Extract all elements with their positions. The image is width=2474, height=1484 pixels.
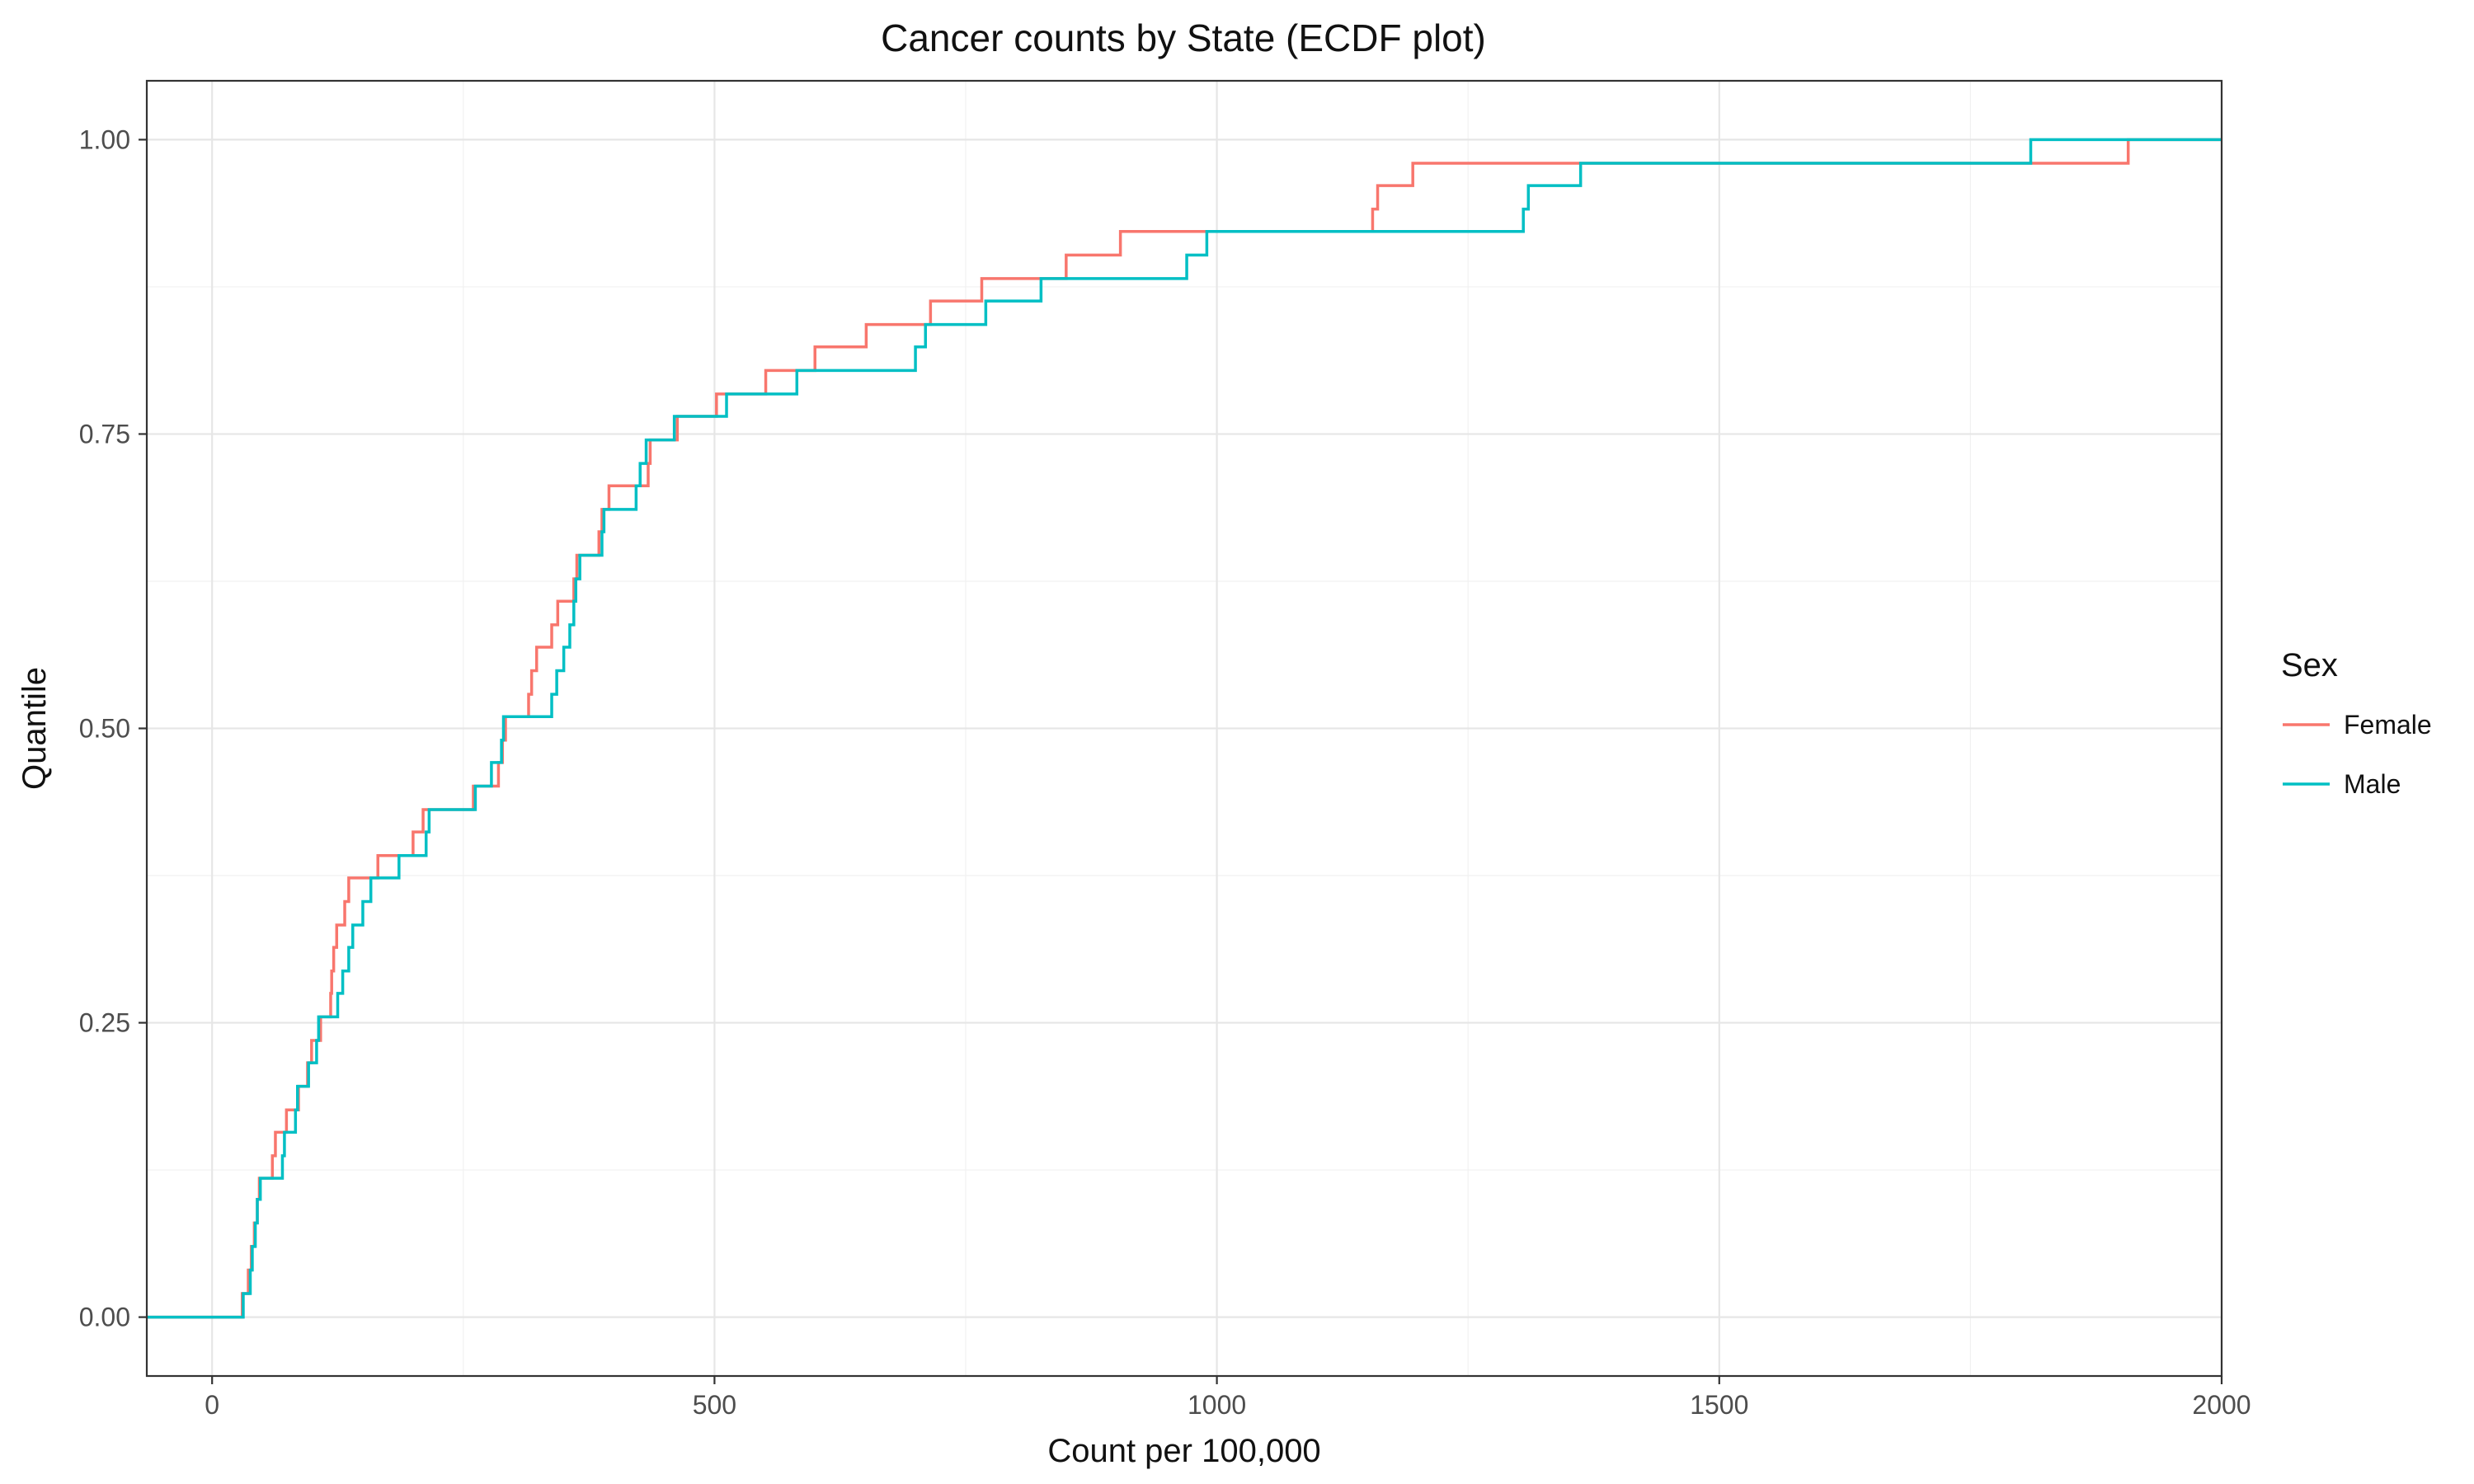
legend-label-male: Male [2344,769,2401,799]
y-axis-title: Quantile [16,667,53,790]
legend-label-female: Female [2344,710,2432,740]
y-tick-label: 0.25 [79,1008,130,1038]
axes: 0 500 1000 1500 2000 0.00 0.25 0.50 0.75 1.00 Coun… [16,124,2251,1469]
series-line-male [147,138,2222,1319]
x-tick-label: 1500 [1690,1390,1748,1420]
y-tick-label: 0.00 [79,1303,130,1332]
x-tick-label: 0 [205,1390,219,1420]
chart-title: Cancer counts by State (ECDF plot) [881,16,1486,59]
y-tick-label: 1.00 [79,124,130,154]
plot-area [145,79,2223,1378]
y-tick-label: 0.50 [79,714,130,744]
legend-title: Sex [2281,647,2338,683]
x-tick-label: 1000 [1188,1390,1246,1420]
x-tick-label: 2000 [2192,1390,2251,1420]
series-line-female [147,138,2222,1319]
y-tick-label: 0.75 [79,419,130,448]
x-tick-label: 500 [693,1390,736,1420]
x-axis-title: Count per 100,000 [1047,1433,1320,1469]
